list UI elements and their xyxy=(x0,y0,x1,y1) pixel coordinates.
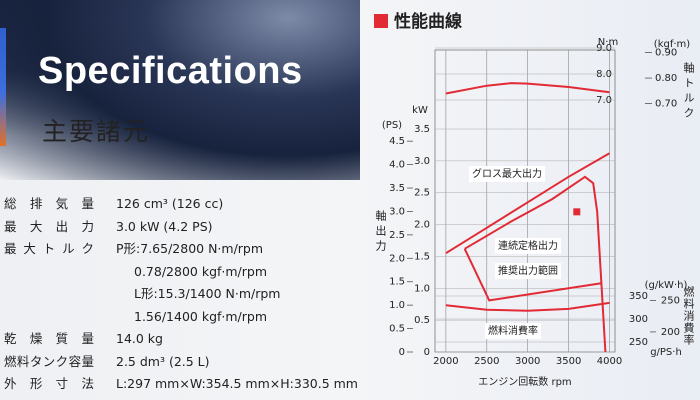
series-label: 連続定格出力 xyxy=(498,239,558,252)
y-tick-label: 0.80 xyxy=(655,73,677,84)
series-line xyxy=(445,152,610,255)
spec-row: 総排気量 126 cm³ (126 cc) xyxy=(4,193,358,216)
series-line xyxy=(463,248,602,302)
rated-point xyxy=(573,208,581,216)
y-tick-label: 1.0 xyxy=(414,283,430,294)
axis-unit: g/PS·h xyxy=(650,347,682,358)
series-line xyxy=(445,301,610,312)
axis-unit: (g/kW·h) xyxy=(645,280,688,291)
y-tick-label: 2.0 xyxy=(414,220,430,231)
x-tick-label: 4000 xyxy=(597,356,622,367)
y-tick-label: 4.0 xyxy=(389,160,405,171)
spec-label: 燃料タンク容量 xyxy=(4,353,94,369)
spec-label: 最大出力 xyxy=(4,218,94,234)
x-tick-label: 2500 xyxy=(474,356,499,367)
title-marker xyxy=(374,14,388,28)
axis-title: 軸トルク xyxy=(682,61,695,122)
spec-value: 14.0 kg xyxy=(116,331,163,346)
page-subtitle: 主要諸元 xyxy=(42,117,151,146)
spec-values: 3.0 kW (4.2 PS) xyxy=(116,216,213,239)
spec-values: 2.5 dm³ (2.5 L) xyxy=(116,351,210,374)
spec-table: 総排気量 126 cm³ (126 cc) 最大出力 3.0 kW (4.2 PS) 最… xyxy=(4,193,358,396)
x-axis-label: エンジン回転数 rpm xyxy=(478,375,571,388)
spec-row: 最大出力 3.0 kW (4.2 PS) xyxy=(4,216,358,239)
chart-title: 性能曲線 xyxy=(394,11,462,32)
series-label: 燃料消費率 xyxy=(488,324,538,337)
y-tick-label: 4.5 xyxy=(389,136,405,147)
spec-value: 1.56/1400 kgf·m/rpm xyxy=(134,308,268,324)
spec-value: P形:7.65/2800 N·m/rpm xyxy=(116,241,264,256)
axis-unit: (kgf·m) xyxy=(654,39,690,50)
spec-values: L:297 mm×W:354.5 mm×H:330.5 mm xyxy=(116,373,358,396)
y-tick-label: 1.0 xyxy=(389,300,405,311)
y-tick-label: 0.90 xyxy=(655,48,677,59)
axis-unit: kW xyxy=(412,105,428,116)
spec-value: L:297 mm×W:354.5 mm×H:330.5 mm xyxy=(116,376,358,391)
spec-row: 燃料タンク容量 2.5 dm³ (2.5 L) xyxy=(4,351,358,374)
y-tick-label: 3.5 xyxy=(414,124,430,135)
axis-title: 燃料消費率 xyxy=(682,285,695,346)
spec-label: 外形寸法 xyxy=(4,376,94,391)
spec-value: 2.5 dm³ (2.5 L) xyxy=(116,353,210,369)
y-tick-label: 2.5 xyxy=(414,188,430,199)
y-tick-label: 3.0 xyxy=(414,156,430,167)
y-tick-label: 9.0 xyxy=(596,43,612,54)
hero-banner xyxy=(0,0,360,180)
label-background xyxy=(495,238,561,254)
y-tick-label: 0 xyxy=(399,347,405,358)
y-tick-label: 250 xyxy=(661,295,680,306)
accent-bar xyxy=(0,28,6,146)
y-tick-label: 200 xyxy=(661,327,680,338)
y-tick-label: 2.5 xyxy=(389,230,405,241)
series-line xyxy=(464,175,607,353)
spec-values: 14.0 kg xyxy=(116,328,163,351)
spec-value: 126 cm³ (126 cc) xyxy=(116,196,224,211)
label-background xyxy=(485,323,541,339)
axis-unit: N·m xyxy=(598,37,618,48)
y-tick-label: 0.5 xyxy=(389,324,405,335)
spec-label: 最大トルク xyxy=(4,241,94,256)
spec-label: 総排気量 xyxy=(4,196,94,211)
spec-row: 外形寸法 L:297 mm×W:354.5 mm×H:330.5 mm xyxy=(4,373,358,396)
spec-values: 126 cm³ (126 cc) xyxy=(116,193,223,216)
y-tick-label: 0 xyxy=(424,347,430,358)
spec-row: 乾燥質量 14.0 kg xyxy=(4,328,358,351)
axis-unit: (PS) xyxy=(382,120,402,131)
spec-values: P形:7.65/2800 N·m/rpm 0.78/2800 kgf·m/rpm L… xyxy=(116,238,280,328)
y-tick-label: 3.0 xyxy=(389,206,405,217)
label-background xyxy=(469,166,545,182)
x-tick-label: 3500 xyxy=(556,356,581,367)
series-label: グロス最大出力 xyxy=(472,167,542,180)
series-label: 推奨出力範囲 xyxy=(498,264,558,277)
y-tick-label: 0.5 xyxy=(414,315,430,326)
spec-value: L形:15.3/1400 N·m/rpm xyxy=(134,286,281,301)
x-tick-label: 3000 xyxy=(515,356,540,367)
y-tick-label: 7.0 xyxy=(596,95,612,106)
spec-value: 0.78/2800 kgf·m/rpm xyxy=(134,263,268,279)
y-tick-label: 250 xyxy=(629,337,648,348)
y-tick-label: 0.70 xyxy=(655,99,677,110)
spec-row: 最大トルク P形:7.65/2800 N·m/rpm 0.78/2800 kgf·m… xyxy=(4,238,358,328)
spec-value: 3.0 kW (4.2 PS) xyxy=(116,218,213,234)
page-title: Specifications xyxy=(38,50,303,92)
x-tick-label: 2000 xyxy=(433,356,458,367)
y-tick-label: 300 xyxy=(629,314,648,325)
y-tick-label: 1.5 xyxy=(389,277,405,288)
label-background xyxy=(495,263,561,279)
axis-title: 軸出力 xyxy=(374,209,387,255)
series-line xyxy=(445,82,610,95)
y-tick-label: 1.5 xyxy=(414,251,430,262)
y-tick-label: 3.5 xyxy=(389,183,405,194)
y-tick-label: 350 xyxy=(629,291,648,302)
y-tick-label: 8.0 xyxy=(596,69,612,80)
spec-label: 乾燥質量 xyxy=(4,331,94,346)
y-tick-label: 2.0 xyxy=(389,253,405,264)
